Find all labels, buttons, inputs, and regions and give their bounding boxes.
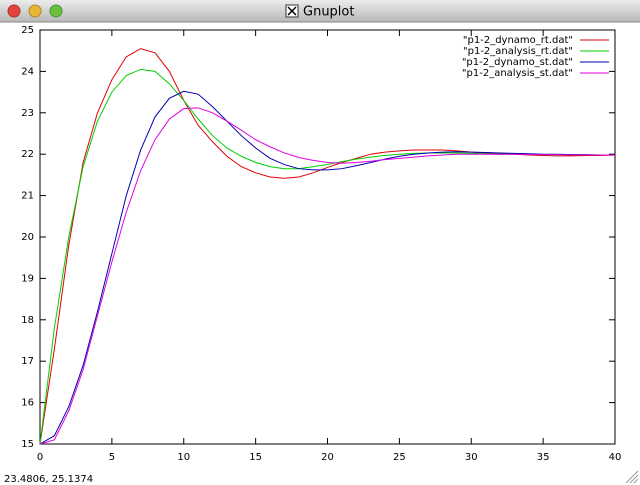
legend-label: "p1-2_analysis_rt.dat" (463, 46, 573, 57)
legend-label: "p1-2_analysis_st.dat" (462, 68, 573, 79)
y-tick-label: 22 (21, 149, 34, 160)
x-tick-label: 25 (393, 452, 406, 463)
resize-grip[interactable] (625, 470, 639, 484)
x11-icon-mark (287, 6, 297, 16)
y-tick-label: 20 (21, 232, 34, 243)
y-tick-label: 18 (21, 315, 34, 326)
x-tick-label: 5 (109, 452, 115, 463)
y-tick-label: 24 (21, 66, 34, 77)
legend-label: "p1-2_dynamo_rt.dat" (463, 35, 573, 46)
legend-label: "p1-2_dynamo_st.dat" (462, 57, 573, 68)
y-tick-label: 25 (21, 25, 34, 36)
title-bar (0, 0, 640, 22)
series-line (39, 90, 615, 445)
x-tick-label: 40 (609, 452, 622, 463)
y-tick-label: 15 (21, 439, 34, 450)
y-tick-label: 17 (21, 356, 34, 367)
x-tick-label: 0 (37, 452, 43, 463)
x-tick-label: 30 (465, 452, 478, 463)
x-tick-label: 15 (249, 452, 262, 463)
x-tick-label: 35 (537, 452, 550, 463)
y-tick-label: 23 (21, 108, 34, 119)
close-button[interactable] (7, 4, 21, 18)
x-tick-label: 20 (321, 452, 334, 463)
series-line (39, 107, 615, 445)
y-tick-label: 16 (21, 398, 34, 409)
x-tick-label: 10 (177, 452, 190, 463)
minimize-button[interactable] (28, 4, 42, 18)
window-title: Gnuplot (303, 5, 354, 20)
zoom-button[interactable] (49, 4, 63, 18)
status-text: 23.4806, 25.1374 (4, 474, 93, 485)
y-tick-label: 21 (21, 191, 34, 202)
y-tick-label: 19 (21, 273, 34, 284)
